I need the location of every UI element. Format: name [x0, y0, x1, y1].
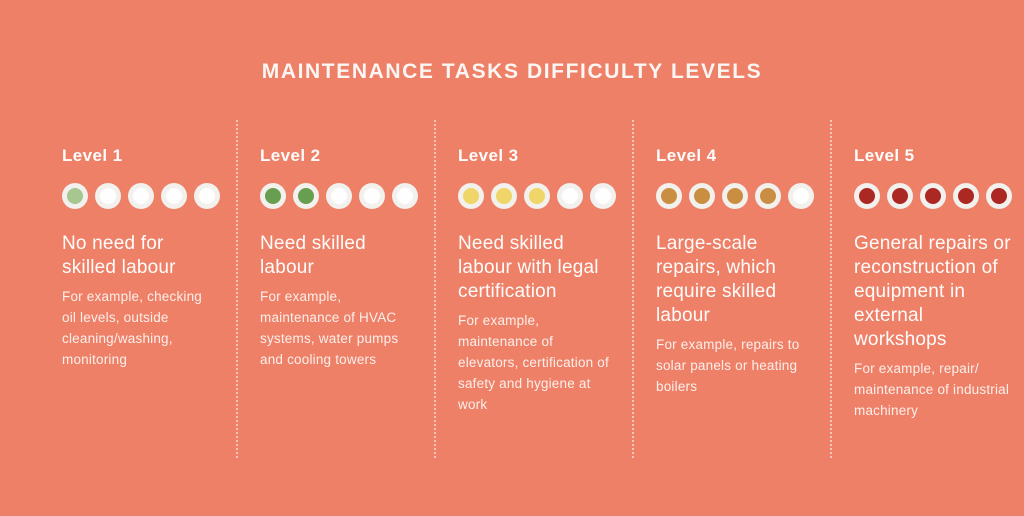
difficulty-dot-filled — [458, 183, 484, 209]
level-3-difficulty-dots — [458, 183, 616, 209]
difficulty-dot-empty — [95, 183, 121, 209]
level-2-heading: Need skilled labour — [260, 233, 366, 278]
level-3-heading: Need skilled labour with legal certifica… — [458, 233, 599, 302]
level-1-heading: No need for skilled labour — [62, 233, 176, 278]
level-1-example: For example, checking oil levels, outsid… — [62, 289, 203, 367]
difficulty-dot-filled — [755, 183, 781, 209]
difficulty-dot-filled — [293, 183, 319, 209]
difficulty-dot-filled — [260, 183, 286, 209]
difficulty-dot-filled — [887, 183, 913, 209]
difficulty-dot-filled — [689, 183, 715, 209]
difficulty-dot-filled — [524, 183, 550, 209]
page-title: MAINTENANCE TASKS DIFFICULTY LEVELS — [261, 60, 763, 83]
level-1-difficulty-dots — [62, 183, 220, 209]
difficulty-dot-empty — [128, 183, 154, 209]
level-5-column: Level 5 General repairs or reconstructio… — [830, 120, 1024, 458]
level-5-example: For example, repair/ maintenance of indu… — [854, 361, 1010, 418]
difficulty-dot-filled — [953, 183, 979, 209]
difficulty-dot-empty — [557, 183, 583, 209]
level-3-column: Level 3 Need skilled labour with legal c… — [434, 120, 632, 458]
difficulty-dot-empty — [590, 183, 616, 209]
difficulty-dot-empty — [788, 183, 814, 209]
level-4-heading: Large-scale repairs, which require skill… — [656, 233, 777, 326]
difficulty-dot-filled — [491, 183, 517, 209]
level-4-example: For example, repairs to solar panels or … — [656, 337, 800, 394]
level-1-column: Level 1 No need for skilled labour For e… — [50, 120, 236, 458]
difficulty-dot-filled — [920, 183, 946, 209]
level-1-label: Level 1 — [62, 146, 123, 165]
levels-grid: Level 1 No need for skilled labour For e… — [50, 120, 1012, 458]
level-3-example: For example, maintenance of elevators, c… — [458, 313, 609, 412]
difficulty-dot-empty — [326, 183, 352, 209]
level-5-label: Level 5 — [854, 146, 915, 165]
difficulty-dot-filled — [854, 183, 880, 209]
level-3-label: Level 3 — [458, 146, 519, 165]
difficulty-dot-filled — [986, 183, 1012, 209]
level-5-heading: General repairs or reconstruction of equ… — [854, 233, 1011, 350]
level-2-label: Level 2 — [260, 146, 321, 165]
level-4-label: Level 4 — [656, 146, 717, 165]
level-2-example: For example, maintenance of HVAC systems… — [260, 289, 399, 367]
level-2-column: Level 2 Need skilled labour For example,… — [236, 120, 434, 458]
difficulty-dot-empty — [392, 183, 418, 209]
level-4-difficulty-dots — [656, 183, 814, 209]
difficulty-dot-empty — [359, 183, 385, 209]
difficulty-dot-empty — [194, 183, 220, 209]
level-4-column: Level 4 Large-scale repairs, which requi… — [632, 120, 830, 458]
difficulty-dot-filled — [62, 183, 88, 209]
level-2-difficulty-dots — [260, 183, 418, 209]
difficulty-dot-filled — [722, 183, 748, 209]
difficulty-dot-empty — [161, 183, 187, 209]
difficulty-dot-filled — [656, 183, 682, 209]
level-5-difficulty-dots — [854, 183, 1012, 209]
